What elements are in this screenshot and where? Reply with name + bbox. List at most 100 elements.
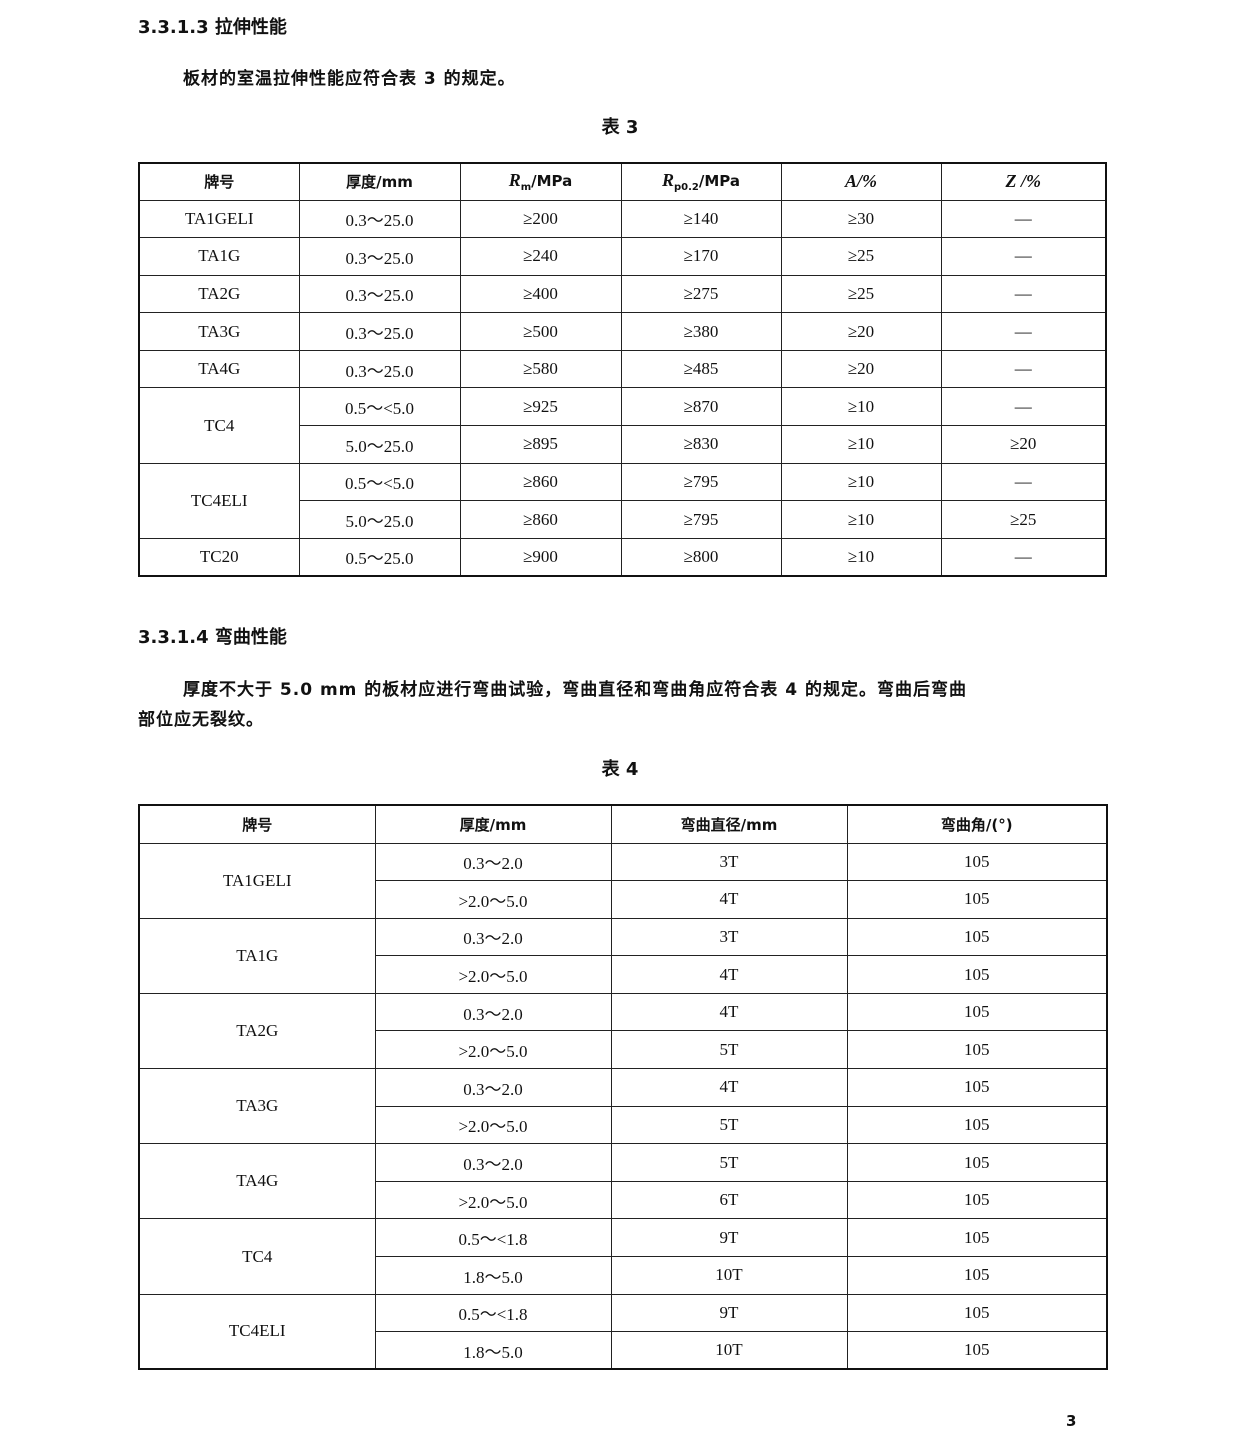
cell-rm: ≥860 bbox=[459, 500, 622, 539]
cell-rp02: ≥830 bbox=[620, 425, 782, 464]
table-row: 5.0～25.0 ≥895 ≥830 ≥10 ≥20 bbox=[139, 425, 1107, 464]
cell-elongation: ≥10 bbox=[780, 462, 942, 502]
cell-rm: ≥400 bbox=[459, 274, 622, 314]
cell-rp02: ≥800 bbox=[620, 537, 782, 577]
cell-bend-diameter: 3T bbox=[610, 917, 848, 957]
cell-thickness: 0.3～2.0 bbox=[374, 917, 612, 957]
table-header-row: 牌号 厚度/mm Rm/MPa Rp0.2/MPa A/% Z /% bbox=[138, 162, 1107, 201]
cell-grade: TC4 bbox=[138, 1218, 376, 1295]
table-row: >2.0～5.0 5T 105 bbox=[139, 1105, 1108, 1145]
cell-thickness: 0.3～25.0 bbox=[298, 199, 461, 239]
cell-bend-diameter: 3T bbox=[610, 842, 848, 882]
cell-bend-diameter: 5T bbox=[610, 1030, 848, 1070]
cell-bend-diameter: 4T bbox=[610, 955, 848, 994]
cell-grade: TC4ELI bbox=[138, 462, 300, 539]
cell-thickness: 0.3～25.0 bbox=[298, 237, 461, 276]
cell-bend-angle: 105 bbox=[846, 1068, 1108, 1107]
cell-bend-diameter: 4T bbox=[610, 992, 848, 1032]
section-heading-tensile: 3.3.1.3 拉伸性能 bbox=[138, 17, 287, 38]
cell-thickness: 0.3～25.0 bbox=[298, 274, 461, 314]
table-row: TC20 0.5～25.0 ≥900 ≥800 ≥10— bbox=[138, 537, 1107, 577]
table-row: TA1G 0.3～2.0 3T 105 bbox=[138, 917, 1108, 994]
cell-elongation: ≥10 bbox=[780, 425, 942, 464]
cell-bend-diameter: 10T bbox=[610, 1331, 848, 1370]
table-row: >2.0～5.0 4T 105 bbox=[139, 955, 1108, 994]
cell-rp02: ≥795 bbox=[620, 462, 782, 502]
cell-thickness: 0.3～2.0 bbox=[374, 1143, 612, 1182]
cell-bend-angle: 105 bbox=[846, 1143, 1108, 1182]
cell-rm: ≥900 bbox=[459, 537, 622, 577]
table4-caption: 表 4 bbox=[601, 759, 639, 780]
table-row: 5.0～25.0 ≥860 ≥795 ≥10 ≥25 bbox=[139, 500, 1107, 539]
cell-rm: ≥860 bbox=[459, 462, 622, 502]
cell-bend-angle: 105 bbox=[846, 1030, 1108, 1070]
header-bend-diameter: 弯曲直径/mm bbox=[610, 804, 848, 844]
header-rm-symbol: R bbox=[508, 170, 521, 191]
page-number: 3 bbox=[1066, 1412, 1077, 1430]
cell-reduction: — bbox=[940, 237, 1107, 276]
cell-thickness: 0.3～2.0 bbox=[374, 842, 612, 882]
paragraph-tensile: 板材的室温拉伸性能应符合表 3 的规定。 bbox=[183, 69, 516, 89]
table-row: TA3G 0.3～2.0 4T 105 bbox=[138, 1068, 1108, 1145]
header-rp-symbol: R bbox=[661, 170, 674, 191]
cell-grade: TA1G bbox=[138, 237, 300, 276]
paragraph-bending-line1: 厚度不大于 5.0 mm 的板材应进行弯曲试验，弯曲直径和弯曲角应符合表 4 的… bbox=[183, 680, 967, 700]
cell-bend-diameter: 9T bbox=[610, 1293, 848, 1333]
cell-grade: TA1GELI bbox=[138, 199, 300, 239]
cell-grade: TA1GELI bbox=[138, 842, 376, 919]
cell-elongation: ≥10 bbox=[780, 537, 942, 577]
header-elongation: A/% bbox=[780, 162, 942, 201]
cell-thickness: 0.5～<5.0 bbox=[298, 462, 461, 502]
cell-elongation: ≥25 bbox=[780, 274, 942, 314]
header-thickness: 厚度/mm bbox=[298, 162, 461, 201]
header-rp02: Rp0.2/MPa bbox=[620, 162, 782, 201]
cell-rm: ≥240 bbox=[459, 237, 622, 276]
cell-thickness: 0.5～25.0 bbox=[298, 537, 461, 577]
table-row: TA1G 0.3～25.0 ≥240 ≥170 ≥25— bbox=[138, 237, 1107, 276]
cell-bend-angle: 105 bbox=[846, 992, 1108, 1032]
table-4: 牌号 厚度/mm 弯曲直径/mm 弯曲角/(°) TA1GELI 0.3～2.0 3… bbox=[138, 804, 1108, 1371]
table-row: TC4 0.5～<1.8 9T 105 bbox=[138, 1218, 1108, 1295]
cell-grade: TA4G bbox=[138, 1143, 376, 1220]
cell-grade: TA2G bbox=[138, 992, 376, 1070]
cell-rp02: ≥870 bbox=[620, 387, 782, 427]
cell-thickness: 5.0～25.0 bbox=[298, 500, 461, 539]
cell-elongation: ≥10 bbox=[780, 387, 942, 427]
cell-grade: TC4ELI bbox=[138, 1293, 376, 1370]
cell-bend-angle: 105 bbox=[846, 1293, 1108, 1333]
cell-bend-diameter: 5T bbox=[610, 1105, 848, 1145]
cell-reduction: — bbox=[940, 199, 1107, 239]
cell-grade: TA3G bbox=[138, 1068, 376, 1145]
table3-caption: 表 3 bbox=[601, 117, 639, 138]
cell-thickness: >2.0～5.0 bbox=[374, 1180, 612, 1220]
cell-rp02: ≥380 bbox=[620, 312, 782, 351]
cell-bend-angle: 105 bbox=[846, 1180, 1108, 1220]
cell-thickness: 0.3～2.0 bbox=[374, 992, 612, 1032]
cell-thickness: 0.3～25.0 bbox=[298, 349, 461, 389]
cell-thickness: 0.3～25.0 bbox=[298, 312, 461, 351]
cell-reduction: ≥20 bbox=[940, 425, 1107, 464]
cell-grade: TA2G bbox=[138, 274, 300, 314]
table-row: TA1GELI 0.3～25.0 ≥200 ≥140 ≥30— bbox=[138, 199, 1107, 239]
cell-elongation: ≥25 bbox=[780, 237, 942, 276]
cell-rm: ≥925 bbox=[459, 387, 622, 427]
cell-bend-diameter: 5T bbox=[610, 1143, 848, 1182]
table-row: 1.8～5.0 10T 105 bbox=[139, 1331, 1108, 1370]
cell-elongation: ≥20 bbox=[780, 349, 942, 389]
cell-reduction: — bbox=[940, 537, 1107, 577]
cell-thickness: >2.0～5.0 bbox=[374, 1030, 612, 1070]
header-bend-angle: 弯曲角/(°) bbox=[846, 804, 1108, 844]
header-reduction-text: Z /% bbox=[1005, 171, 1042, 192]
table-row: >2.0～5.0 4T 105 bbox=[139, 880, 1108, 919]
paragraph-bending-line2: 部位应无裂纹。 bbox=[138, 710, 264, 730]
cell-grade: TC20 bbox=[138, 537, 300, 577]
cell-reduction: — bbox=[940, 462, 1107, 502]
cell-thickness: 1.8～5.0 bbox=[374, 1331, 612, 1370]
cell-rp02: ≥795 bbox=[620, 500, 782, 539]
cell-bend-angle: 105 bbox=[846, 1218, 1108, 1258]
header-elongation-text: A/% bbox=[844, 171, 877, 192]
table-row: TA1GELI 0.3～2.0 3T 105 bbox=[138, 842, 1108, 919]
header-grade: 牌号 bbox=[138, 162, 300, 201]
table-row: TA3G 0.3～25.0 ≥500 ≥380 ≥20— bbox=[138, 312, 1107, 351]
cell-bend-diameter: 6T bbox=[610, 1180, 848, 1220]
